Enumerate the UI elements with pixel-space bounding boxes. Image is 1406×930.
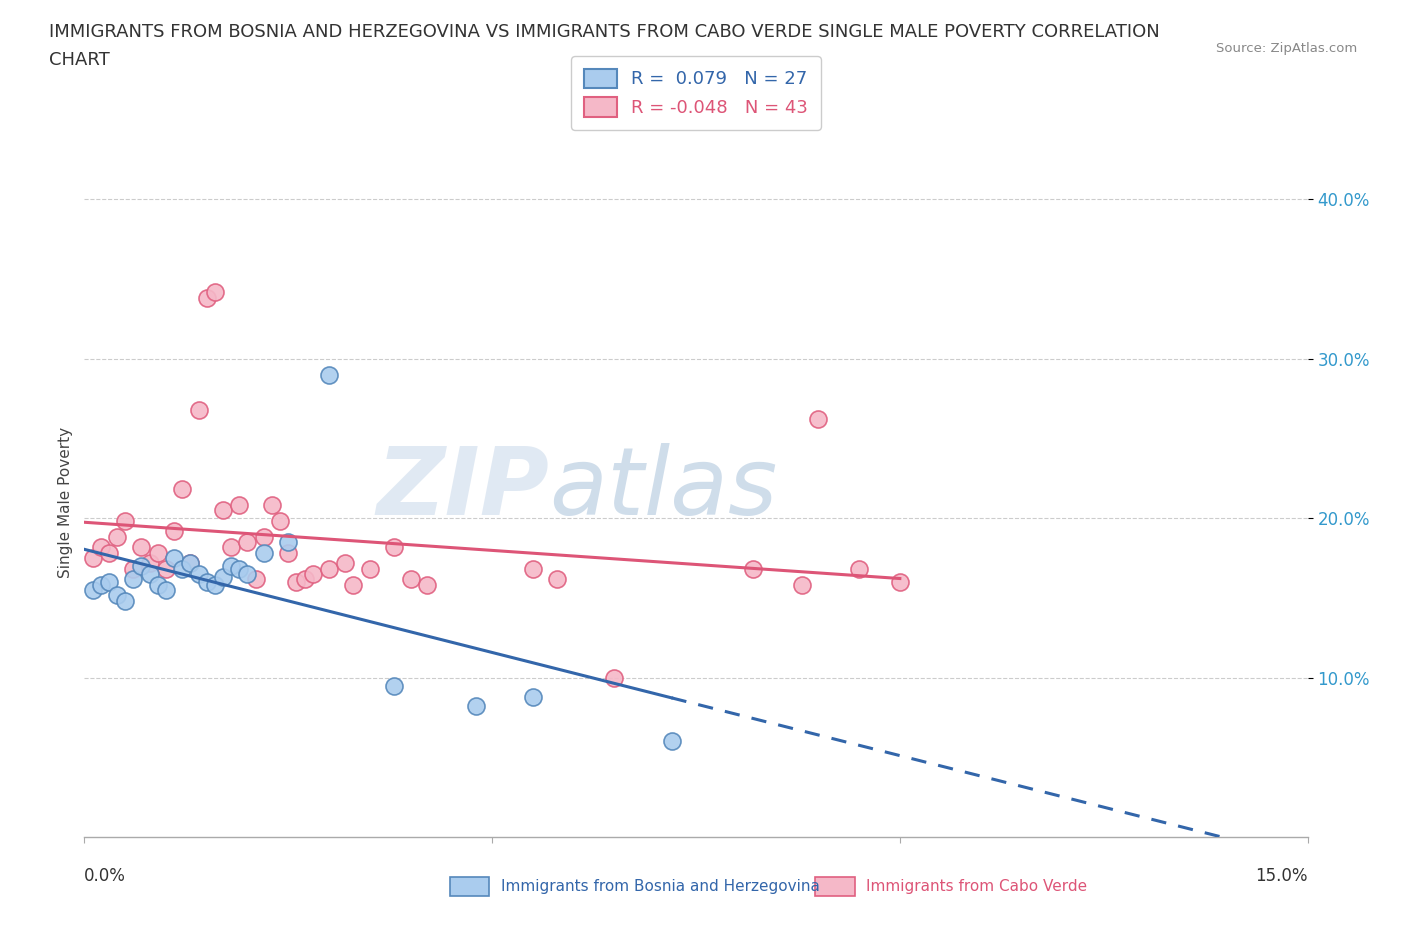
Text: 15.0%: 15.0% xyxy=(1256,867,1308,885)
Point xyxy=(294,571,316,586)
Text: IMMIGRANTS FROM BOSNIA AND HERZEGOVINA VS IMMIGRANTS FROM CABO VERDE SINGLE MALE: IMMIGRANTS FROM BOSNIA AND HERZEGOVINA V… xyxy=(49,23,1160,41)
Point xyxy=(342,578,364,592)
Text: Immigrants from Bosnia and Herzegovina: Immigrants from Bosnia and Herzegovina xyxy=(501,879,820,894)
Point xyxy=(661,734,683,749)
Point xyxy=(219,559,242,574)
Point xyxy=(163,551,186,565)
Point xyxy=(122,562,145,577)
Point xyxy=(464,698,486,713)
Point xyxy=(790,578,813,592)
Point xyxy=(97,546,120,561)
Point xyxy=(163,524,186,538)
Point xyxy=(179,555,201,570)
Point xyxy=(187,403,209,418)
Point xyxy=(253,546,276,561)
Point xyxy=(155,562,177,577)
Point xyxy=(522,562,544,577)
Point xyxy=(212,570,235,585)
Point xyxy=(522,689,544,704)
Y-axis label: Single Male Poverty: Single Male Poverty xyxy=(58,427,73,578)
Point xyxy=(179,555,201,570)
Legend: R =  0.079   N = 27, R = -0.048   N = 43: R = 0.079 N = 27, R = -0.048 N = 43 xyxy=(571,56,821,130)
Point xyxy=(131,539,153,554)
Point xyxy=(285,575,308,590)
Text: Immigrants from Cabo Verde: Immigrants from Cabo Verde xyxy=(866,879,1087,894)
Point xyxy=(382,678,405,693)
Point xyxy=(359,562,381,577)
Point xyxy=(131,559,153,574)
Point xyxy=(318,562,340,577)
Point xyxy=(204,285,226,299)
Text: CHART: CHART xyxy=(49,51,110,69)
Point xyxy=(382,539,405,554)
Point xyxy=(155,582,177,597)
Point xyxy=(277,546,299,561)
Point xyxy=(277,535,299,550)
Point xyxy=(318,367,340,382)
Point xyxy=(138,555,160,570)
Point xyxy=(742,562,765,577)
Point xyxy=(253,530,276,545)
Text: atlas: atlas xyxy=(550,444,778,535)
Point xyxy=(260,498,283,512)
Point xyxy=(90,578,112,592)
Point xyxy=(546,571,568,586)
Point xyxy=(82,582,104,597)
Text: 0.0%: 0.0% xyxy=(84,867,127,885)
Point xyxy=(187,566,209,581)
Point xyxy=(172,482,194,497)
Point xyxy=(97,575,120,590)
Text: ZIP: ZIP xyxy=(377,443,550,535)
Point xyxy=(848,562,870,577)
Point xyxy=(416,578,439,592)
Point xyxy=(269,514,291,529)
Point xyxy=(122,571,145,586)
Point xyxy=(603,671,626,685)
Point xyxy=(105,587,128,602)
Point xyxy=(301,566,323,581)
Point xyxy=(807,412,830,427)
Point xyxy=(212,503,235,518)
Point xyxy=(228,498,250,512)
Point xyxy=(889,575,911,590)
Text: Source: ZipAtlas.com: Source: ZipAtlas.com xyxy=(1216,42,1357,55)
Point xyxy=(146,578,169,592)
Point xyxy=(219,539,242,554)
Point xyxy=(82,551,104,565)
Point xyxy=(114,514,136,529)
Point xyxy=(195,291,218,306)
Point xyxy=(228,562,250,577)
Point xyxy=(245,571,267,586)
Point xyxy=(138,566,160,581)
Point xyxy=(90,539,112,554)
Point xyxy=(236,535,259,550)
Point xyxy=(172,562,194,577)
Point xyxy=(236,566,259,581)
Point xyxy=(335,555,357,570)
Point xyxy=(195,575,218,590)
Point xyxy=(399,571,422,586)
Point xyxy=(204,578,226,592)
Point xyxy=(105,530,128,545)
Point xyxy=(146,546,169,561)
Point xyxy=(114,593,136,608)
